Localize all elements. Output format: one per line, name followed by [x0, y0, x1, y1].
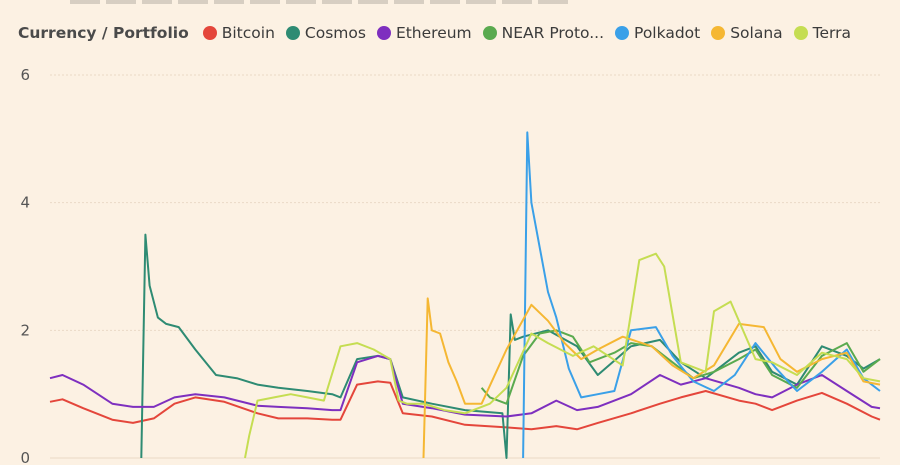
y-axis-ticks: 0 2 4 6 [20, 66, 30, 465]
legend-title: Currency / Portfolio [18, 24, 189, 42]
legend-label-polkadot: Polkadot [634, 24, 701, 42]
legend-label-ethereum: Ethereum [395, 24, 472, 42]
legend-swatch-ethereum [376, 26, 391, 40]
legend-item-near[interactable]: NEAR Proto... [482, 24, 605, 42]
legend-label-near: NEAR Proto... [501, 24, 605, 42]
legend-item-solana[interactable]: Solana [711, 24, 783, 42]
legend-label-bitcoin: Bitcoin [221, 24, 275, 42]
legend-swatch-polkadot [615, 26, 630, 40]
legend-swatch-near [482, 26, 497, 40]
series-line-terra[interactable] [244, 252, 881, 459]
legend: Currency / Portfolio Bitcoin Cosmos Ethe… [18, 24, 862, 42]
series-lines [49, 131, 881, 459]
y-tick-label-2: 2 [20, 321, 30, 339]
y-tick-label-4: 4 [20, 194, 30, 212]
legend-item-cosmos[interactable]: Cosmos [285, 24, 366, 42]
legend-item-terra[interactable]: Terra [793, 24, 852, 42]
series-line-near-proto[interactable] [480, 329, 881, 405]
series-line-bitcoin[interactable] [49, 380, 881, 431]
legend-swatch-bitcoin [202, 26, 217, 40]
legend-label-terra: Terra [812, 24, 852, 42]
legend-item-ethereum[interactable]: Ethereum [376, 24, 472, 42]
legend-item-polkadot[interactable]: Polkadot [615, 24, 700, 42]
series-line-polkadot[interactable] [522, 131, 881, 459]
legend-swatch-terra [793, 26, 808, 40]
legend-swatch-solana [711, 26, 726, 40]
legend-label-cosmos: Cosmos [304, 24, 366, 42]
legend-label-solana: Solana [730, 24, 783, 42]
clipped-subtitle [70, 0, 570, 4]
series-line-cosmos[interactable] [140, 233, 881, 459]
legend-swatch-cosmos [285, 26, 300, 40]
gridlines [50, 74, 880, 459]
y-tick-label-0: 0 [20, 449, 30, 465]
legend-item-bitcoin[interactable]: Bitcoin [202, 24, 275, 42]
series-line-ethereum[interactable] [49, 354, 881, 418]
y-tick-label-6: 6 [20, 66, 30, 84]
